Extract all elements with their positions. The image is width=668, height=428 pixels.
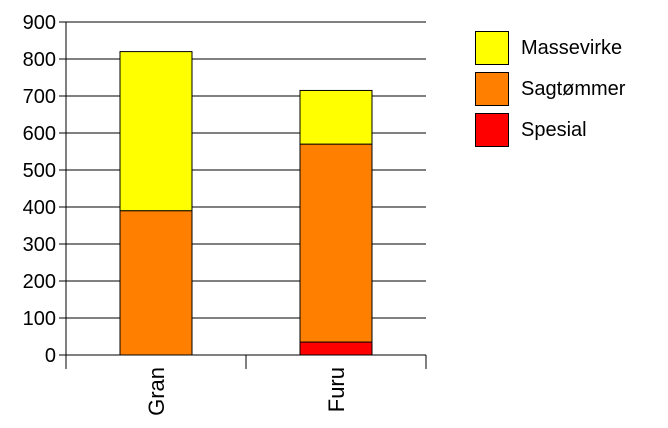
y-tick-label: 800 bbox=[23, 49, 56, 71]
y-tick-label: 500 bbox=[23, 160, 56, 182]
bar-segment-massevirke-gran bbox=[119, 51, 193, 212]
y-tick-label: 400 bbox=[23, 197, 56, 219]
y-tick-label: 100 bbox=[23, 308, 56, 330]
y-tick-label: 900 bbox=[23, 12, 56, 34]
legend-label: Massevirke bbox=[521, 36, 623, 59]
legend-label: Spesial bbox=[521, 118, 587, 141]
bar-segment-sagtømmer-furu bbox=[299, 143, 373, 343]
legend-label: Sagtømmer bbox=[521, 77, 626, 100]
y-tick-label: 700 bbox=[23, 86, 56, 108]
y-tick-label: 0 bbox=[45, 345, 56, 367]
y-tick-label: 300 bbox=[23, 234, 56, 256]
legend-entry-sagtømmer: Sagtømmer bbox=[475, 72, 625, 106]
x-tick-label-gran: Gran bbox=[144, 367, 169, 416]
legend-swatch bbox=[475, 72, 509, 106]
x-tick-label-furu: Furu bbox=[324, 367, 349, 412]
bar-segment-massevirke-furu bbox=[299, 89, 373, 145]
x-tick-labels: Gran Furu bbox=[144, 367, 349, 416]
legend-swatch bbox=[475, 31, 509, 65]
legend-entry-massevirke: Massevirke bbox=[475, 31, 622, 65]
y-tick-labels: 0 100 200 300 400 500 600 700 800 900 bbox=[23, 12, 56, 367]
legend-swatch bbox=[475, 113, 509, 147]
bars bbox=[119, 51, 373, 356]
y-tick-label: 200 bbox=[23, 271, 56, 293]
bar-segment-sagtømmer-gran bbox=[119, 210, 193, 356]
legend-entry-spesial: Spesial bbox=[475, 113, 587, 147]
bar-segment-spesial-furu bbox=[299, 341, 373, 356]
axes bbox=[59, 21, 427, 369]
y-tick-label: 600 bbox=[23, 123, 56, 145]
